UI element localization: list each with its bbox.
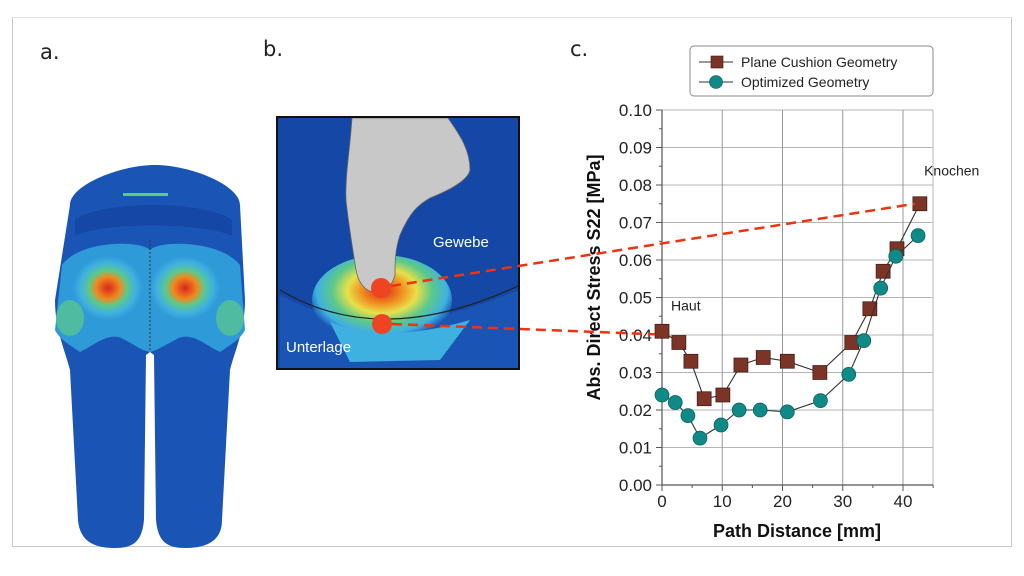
data-point-square xyxy=(812,365,828,380)
data-point-circle xyxy=(692,430,708,446)
y-tick-label: 0.03 xyxy=(619,364,652,383)
data-point-square xyxy=(696,391,712,407)
legend-label-plane-cushion: Plane Cushion Geometry xyxy=(741,54,897,70)
bone-point-marker xyxy=(371,278,391,298)
connector-skin-to-haut xyxy=(391,322,656,336)
tissue-stress-zone xyxy=(312,255,452,345)
y-axis-title: Abs. Direct Stress S22 [MPa] xyxy=(584,154,604,400)
connector-bone-to-knochen xyxy=(390,202,916,288)
data-point-circle xyxy=(667,395,683,410)
data-point-square xyxy=(715,387,731,403)
y-tick-label: 0.08 xyxy=(619,176,652,195)
x-axis-title: Path Distance [mm] xyxy=(713,521,881,541)
panel-label-c: c. xyxy=(570,37,589,61)
x-tick-label: 40 xyxy=(894,492,913,511)
y-tick-label: 0.00 xyxy=(619,476,652,495)
y-tick-label: 0.01 xyxy=(619,439,652,458)
top-highlight xyxy=(123,193,168,196)
annotation-haut: Haut xyxy=(671,298,701,314)
data-point-square xyxy=(875,263,891,279)
y-tick-label: 0.07 xyxy=(619,214,652,233)
annotation-knochen: Knochen xyxy=(924,163,979,179)
x-tick-label: 10 xyxy=(713,492,732,511)
data-point-square xyxy=(862,301,878,317)
y-tick-label: 0.02 xyxy=(619,401,652,420)
data-point-circle xyxy=(873,280,889,296)
legend-marker-circle xyxy=(709,75,723,89)
stress-chart: 0.00 0.01 0.02 0.03 0.04 0.05 0.06 0.07 0.08 0.09… xyxy=(584,45,979,541)
legend-box xyxy=(689,45,934,97)
y-tick-label: 0.06 xyxy=(619,251,652,270)
y-tick-label: 0.10 xyxy=(619,101,652,120)
data-point-square xyxy=(779,353,795,369)
panel-a-fem-model xyxy=(55,165,245,548)
x-tick-label: 0 xyxy=(657,492,666,511)
chart-grid xyxy=(662,109,934,485)
waist-band xyxy=(75,205,232,236)
series-optimized xyxy=(654,228,926,446)
figure-frame xyxy=(12,17,1012,547)
x-tick-labels: 0 10 20 30 40 xyxy=(657,492,912,511)
skin-point-marker xyxy=(372,314,392,334)
data-point-circle xyxy=(813,393,828,408)
chart-legend: Plane Cushion Geometry Optimized Geometr… xyxy=(689,45,934,97)
data-point-square xyxy=(671,335,687,350)
data-point-circle xyxy=(779,404,795,420)
data-point-circle xyxy=(888,248,904,264)
data-point-circle xyxy=(654,387,670,403)
data-point-circle xyxy=(856,333,872,348)
y-tick-labels: 0.00 0.01 0.02 0.03 0.04 0.05 0.06 0.07 0.08 0.09… xyxy=(619,101,652,495)
legend-marker-square xyxy=(710,55,724,69)
y-tick-label: 0.04 xyxy=(619,326,652,345)
right-hotspot xyxy=(150,256,220,320)
data-point-square xyxy=(733,357,749,373)
data-point-square xyxy=(912,196,928,212)
panel-label-a: a. xyxy=(40,40,60,64)
y-tick-label: 0.09 xyxy=(619,139,652,158)
panel-b-fem-section: Gewebe Unterlage xyxy=(276,116,520,370)
bone xyxy=(345,118,471,293)
data-point-circle xyxy=(713,417,729,433)
data-point-square xyxy=(755,350,771,365)
y-tick-label: 0.05 xyxy=(619,289,652,308)
data-point-circle xyxy=(841,367,857,382)
series-layer xyxy=(654,196,928,446)
data-point-square xyxy=(683,353,699,369)
label-unterlage: Unterlage xyxy=(286,339,351,356)
label-gewebe: Gewebe xyxy=(433,234,489,251)
data-point-circle xyxy=(680,408,696,423)
right-side-patch xyxy=(216,300,244,336)
legend-label-optimized: Optimized Geometry xyxy=(741,74,869,90)
x-tick-label: 20 xyxy=(773,492,792,511)
data-point-circle xyxy=(752,402,768,418)
panel-label-b: b. xyxy=(263,37,284,61)
data-point-square xyxy=(654,323,670,339)
data-point-circle xyxy=(731,402,747,418)
data-point-circle xyxy=(910,228,926,243)
data-point-square xyxy=(844,335,860,350)
left-side-patch xyxy=(56,300,84,336)
x-tick-label: 30 xyxy=(833,492,852,511)
left-hotspot xyxy=(73,256,143,320)
